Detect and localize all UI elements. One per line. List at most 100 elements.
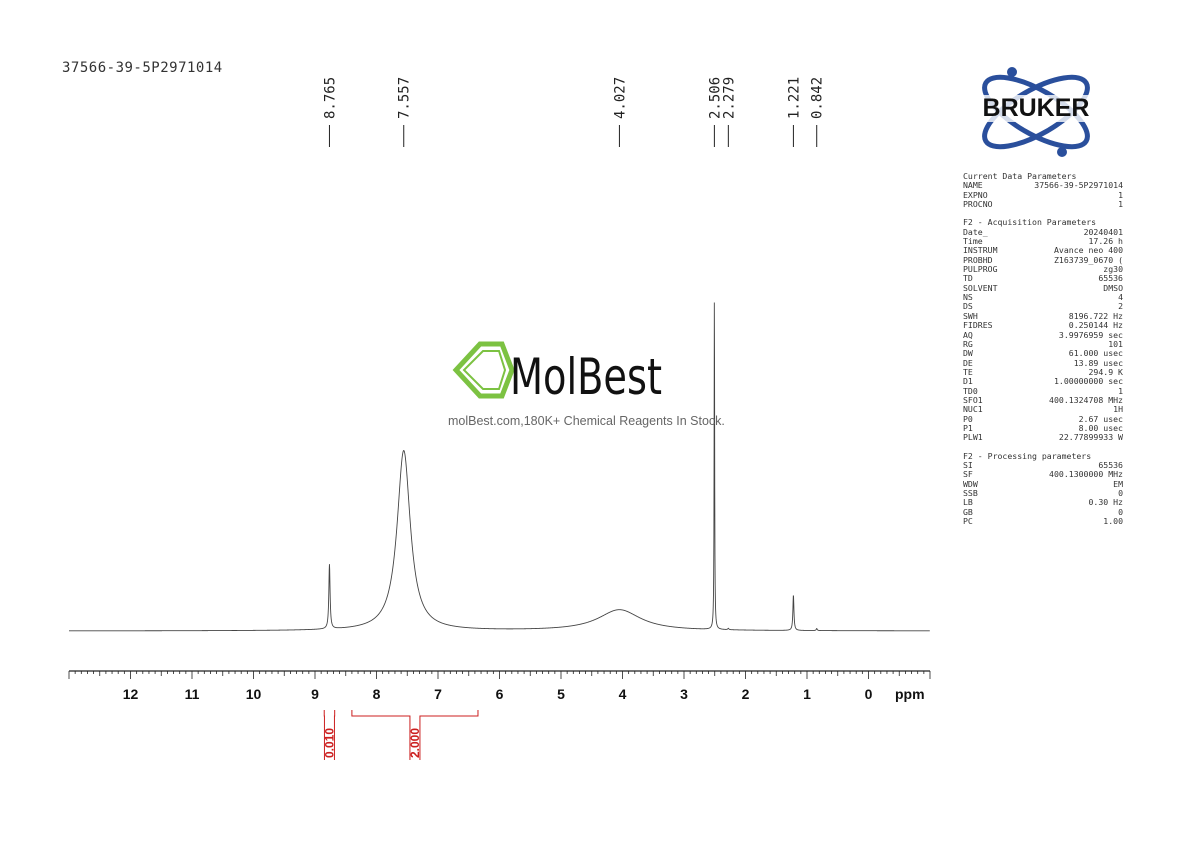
param-value: 0.30 Hz bbox=[1088, 497, 1123, 508]
param-value: zg30 bbox=[1103, 264, 1123, 275]
param-key: SOLVENT bbox=[963, 282, 998, 293]
param-row: SF 400.1300000 MHz bbox=[963, 469, 1123, 480]
param-row: FIDRES 0.250144 Hz bbox=[963, 320, 1123, 331]
peak-label: 2.279 bbox=[721, 77, 737, 119]
param-key: PLW1 bbox=[963, 432, 983, 443]
param-key: Date_ bbox=[963, 226, 988, 237]
param-row: PULPROG zg30 bbox=[963, 264, 1123, 275]
param-key: Time bbox=[963, 236, 983, 247]
param-value: 1 bbox=[1118, 199, 1123, 210]
integral-value: 0.010 bbox=[322, 728, 336, 758]
param-row: SWH 8196.722 Hz bbox=[963, 311, 1123, 321]
param-key: DS bbox=[963, 301, 973, 312]
param-row: NS 4 bbox=[963, 292, 1123, 303]
molbest-watermark-logo: MolBest bbox=[452, 341, 662, 400]
param-row: LB 0.30 Hz bbox=[963, 497, 1123, 508]
param-value: 3.9976959 sec bbox=[1058, 329, 1123, 340]
param-key: D1 bbox=[963, 376, 973, 387]
param-row: TD 65536 bbox=[963, 273, 1123, 284]
param-key: EXPNO bbox=[963, 189, 988, 200]
param-row: EXPNO 1 bbox=[963, 189, 1123, 200]
param-row: SI 65536 bbox=[963, 459, 1123, 470]
param-row: WDW EM bbox=[963, 478, 1123, 489]
param-row: SSB 0 bbox=[963, 488, 1123, 498]
x-tick-label: 9 bbox=[311, 686, 319, 702]
spectrum-trace bbox=[69, 302, 930, 632]
param-row: NUC1 1H bbox=[963, 404, 1123, 415]
param-key: TD0 bbox=[963, 385, 978, 396]
param-value: 20240401 bbox=[1083, 226, 1123, 237]
param-value: 13.89 usec bbox=[1073, 357, 1123, 368]
param-key: DW bbox=[963, 348, 973, 359]
param-row: DW 61.000 usec bbox=[963, 348, 1123, 359]
param-value: 2.67 usec bbox=[1078, 413, 1123, 424]
param-value: 2 bbox=[1118, 301, 1123, 312]
integrals: 0.010 2.000 bbox=[322, 710, 479, 760]
param-value: 4 bbox=[1118, 292, 1123, 303]
param-key: SSB bbox=[963, 488, 978, 498]
param-key: NAME bbox=[963, 180, 983, 191]
x-tick-label: 4 bbox=[619, 686, 627, 702]
param-row: TD0 1 bbox=[963, 385, 1123, 396]
param-value: 1.00000000 sec bbox=[1053, 376, 1123, 387]
integral-bracket bbox=[351, 710, 479, 760]
param-value: 1 bbox=[1118, 189, 1123, 200]
param-value: Avance neo 400 bbox=[1053, 245, 1123, 256]
param-row: PC 1.00 bbox=[963, 516, 1123, 527]
param-key: TD bbox=[963, 273, 973, 284]
param-value: EM bbox=[1113, 478, 1123, 489]
x-tick-label: 11 bbox=[185, 686, 200, 702]
param-key: PULPROG bbox=[963, 264, 998, 275]
param-row: DE 13.89 usec bbox=[963, 357, 1123, 368]
param-row: RG 101 bbox=[963, 338, 1123, 349]
param-key: WDW bbox=[963, 478, 978, 489]
x-tick-label: 6 bbox=[496, 686, 504, 702]
x-tick-label: 3 bbox=[680, 686, 688, 702]
x-tick-label: 7 bbox=[434, 686, 442, 702]
x-axis-label: ppm bbox=[895, 686, 925, 702]
param-row: PROBHD Z163739_0670 ( bbox=[963, 255, 1123, 265]
param-row: PLW1 22.77899933 W bbox=[963, 432, 1123, 443]
param-row: SOLVENT DMSO bbox=[963, 282, 1123, 293]
x-tick-label: 10 bbox=[246, 686, 262, 702]
param-value: 22.77899933 W bbox=[1058, 432, 1123, 443]
param-key: PC bbox=[963, 516, 973, 527]
param-value: 1.00 bbox=[1103, 516, 1123, 527]
param-key: SI bbox=[963, 459, 973, 470]
params-section-title: Current Data Parameters bbox=[963, 171, 1077, 181]
watermark-tagline: molBest.com,180K+ Chemical Reagents In S… bbox=[448, 414, 725, 428]
param-key: SF bbox=[963, 469, 973, 480]
peak-label: 4.027 bbox=[612, 77, 628, 119]
x-tick-label: 12 bbox=[123, 686, 139, 702]
param-value: 37566-39-5P2971014 bbox=[1034, 180, 1123, 191]
param-key: SFO1 bbox=[963, 394, 983, 405]
param-key: P1 bbox=[963, 422, 973, 433]
bruker-logo: BRUKER bbox=[956, 67, 1116, 157]
param-key: NUC1 bbox=[963, 404, 983, 415]
param-value: 294.9 K bbox=[1088, 366, 1123, 377]
param-row: Date_ 20240401 bbox=[963, 226, 1123, 237]
param-row: INSTRUM Avance neo 400 bbox=[963, 245, 1123, 256]
x-tick-label: 2 bbox=[742, 686, 750, 702]
sample-title: 37566-39-5P2971014 bbox=[62, 60, 223, 76]
param-value: 0 bbox=[1118, 488, 1123, 498]
param-row: AQ 3.9976959 sec bbox=[963, 329, 1123, 340]
x-axis: 12 11 10 9 8 7 6 5 4 3 2 1 0 ppm bbox=[68, 670, 931, 702]
x-tick-label: 0 bbox=[865, 686, 873, 702]
param-key: FIDRES bbox=[963, 320, 993, 331]
param-key: RG bbox=[963, 338, 973, 349]
param-value: 65536 bbox=[1098, 459, 1123, 470]
param-key: AQ bbox=[963, 329, 973, 340]
param-row: GB 0 bbox=[963, 507, 1123, 517]
peak-label: 1.221 bbox=[786, 77, 802, 119]
x-tick-label: 5 bbox=[557, 686, 565, 702]
param-row: Time 17.26 h bbox=[963, 236, 1123, 247]
peak-label: 2.506 bbox=[707, 77, 723, 119]
param-row: SFO1 400.1324708 MHz bbox=[963, 394, 1123, 405]
param-key: TE bbox=[963, 366, 973, 377]
param-value: 65536 bbox=[1098, 273, 1123, 284]
peak-label: 8.765 bbox=[322, 77, 338, 119]
bruker-wordmark: BRUKER bbox=[983, 94, 1090, 122]
param-row: D1 1.00000000 sec bbox=[963, 376, 1123, 387]
